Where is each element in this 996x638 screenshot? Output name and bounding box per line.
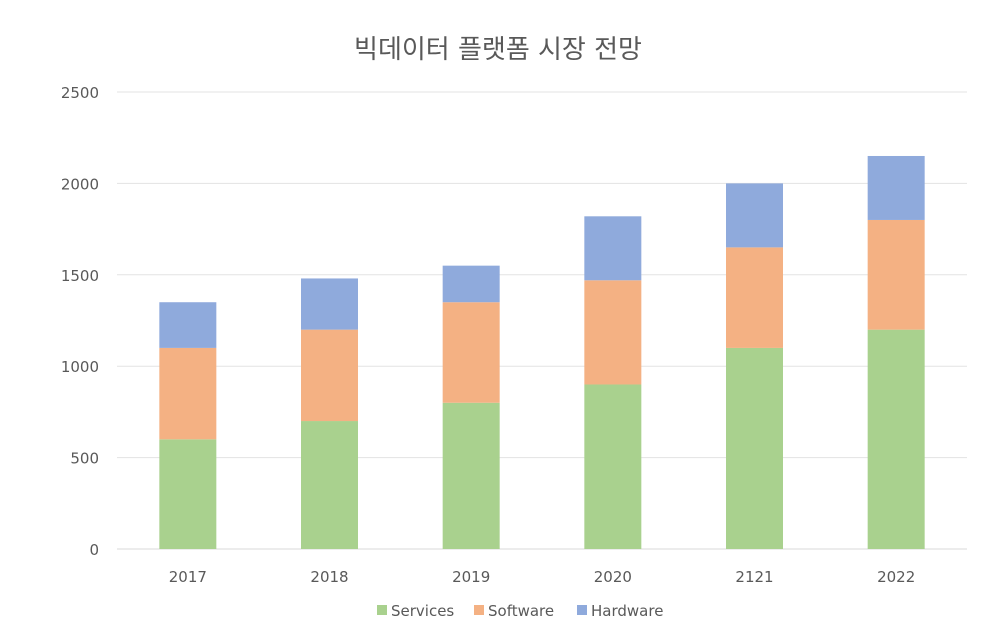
y-tick-label: 1500: [61, 267, 99, 285]
legend-label-services: Services: [391, 602, 454, 620]
chart-title: 빅데이터 플랫폼 시장 전망: [354, 35, 642, 65]
bar-hardware-2022: [867, 155, 925, 220]
x-tick-label: 2022: [877, 568, 915, 586]
bar-services-2121: [726, 347, 783, 549]
y-tick-label: 2500: [61, 84, 99, 102]
legend-swatch-services: [377, 605, 387, 615]
bar-hardware-2121: [726, 183, 783, 248]
bar-software-2017: [159, 347, 217, 440]
legend-swatch-software: [474, 605, 484, 615]
x-tick-label: 2121: [735, 568, 773, 586]
x-tick-label: 2017: [169, 568, 207, 586]
y-tick-label: 500: [70, 450, 99, 468]
x-tick-label: 2020: [594, 568, 632, 586]
bar-services-2019: [442, 402, 500, 549]
bar-software-2121: [726, 247, 783, 348]
legend-swatch-hardware: [577, 605, 587, 615]
bar-software-2020: [584, 280, 642, 385]
bar-services-2018: [301, 421, 358, 549]
bar-software-2019: [442, 302, 500, 403]
legend-label-software: Software: [488, 602, 554, 620]
y-tick-label: 2000: [61, 175, 99, 193]
bar-services-2020: [584, 384, 642, 549]
bar-services-2017: [159, 439, 217, 549]
legend-label-hardware: Hardware: [591, 602, 663, 620]
bar-hardware-2019: [442, 265, 500, 303]
bar-software-2018: [301, 329, 358, 422]
y-tick-label: 1000: [61, 358, 99, 376]
x-tick-label: 2018: [310, 568, 348, 586]
y-tick-label: 0: [89, 541, 99, 559]
bar-hardware-2017: [159, 302, 217, 348]
bar-hardware-2018: [301, 278, 358, 330]
bar-software-2022: [867, 219, 925, 330]
bar-services-2022: [867, 329, 925, 549]
bar-hardware-2020: [584, 216, 642, 281]
x-tick-label: 2019: [452, 568, 490, 586]
